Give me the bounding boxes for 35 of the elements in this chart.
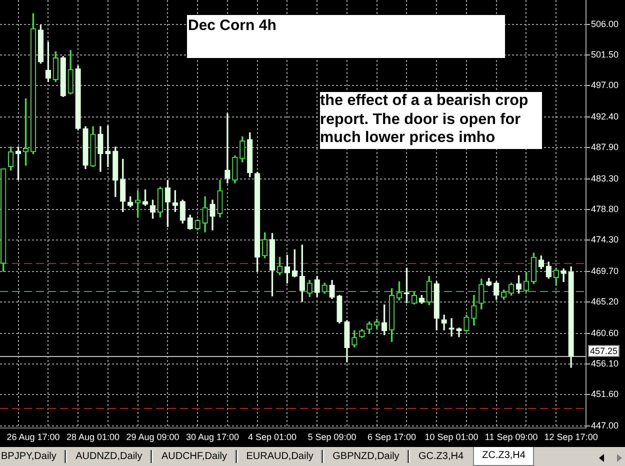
candlestick bbox=[441, 314, 447, 330]
y-tick-label: 497.00 bbox=[591, 80, 619, 90]
y-tick-label: 447.00 bbox=[591, 420, 619, 430]
x-tick-label: 6 Sep 17:00 bbox=[368, 432, 416, 442]
x-tick-label: 28 Aug 01:00 bbox=[66, 432, 120, 442]
x-tick-label: 26 Aug 17:00 bbox=[6, 432, 60, 442]
x-tick-label: 5 Sep 09:00 bbox=[308, 432, 356, 442]
text: EURAUD,Daily bbox=[245, 450, 314, 464]
text: Dec Corn 4h bbox=[187, 16, 278, 34]
y-tick-label: 492.40 bbox=[591, 112, 619, 122]
y-tick-label: 460.60 bbox=[591, 328, 619, 338]
x-tick-label: 30 Aug 17:00 bbox=[186, 432, 240, 442]
text: GBPNZD,Daily bbox=[332, 450, 400, 464]
candlestick bbox=[224, 113, 230, 184]
x-tick-label: 4 Sep 01:00 bbox=[248, 432, 297, 442]
candlestick bbox=[105, 126, 111, 168]
y-tick-label: 456.10 bbox=[591, 358, 619, 369]
y-tick-label: 487.90 bbox=[591, 142, 619, 152]
y-tick-label: 483.30 bbox=[591, 173, 619, 184]
text: BPJPY,Daily bbox=[0, 450, 58, 464]
y-tick-label: 469.70 bbox=[591, 266, 619, 276]
y-tick-label: 501.50 bbox=[591, 50, 619, 60]
text: AUDCHF,Daily bbox=[160, 450, 228, 464]
y-tick-label: 465.20 bbox=[591, 296, 619, 307]
x-tick-label: 29 Aug 09:00 bbox=[126, 432, 180, 442]
ref-line-label: 457.25 bbox=[590, 346, 618, 356]
text: AUDNZD,Daily bbox=[74, 450, 144, 464]
y-tick-label: 474.30 bbox=[591, 234, 619, 245]
text: GC.Z3,H4 bbox=[418, 450, 465, 464]
x-tick-label: 12 Sep 17:00 bbox=[544, 432, 598, 442]
y-tick-label: 451.60 bbox=[591, 389, 619, 400]
y-tick-label: 506.00 bbox=[591, 18, 619, 29]
x-tick-label: 10 Sep 01:00 bbox=[424, 432, 478, 442]
y-tick-label: 478.80 bbox=[591, 204, 619, 214]
x-tick-label: 11 Sep 09:00 bbox=[484, 432, 538, 442]
